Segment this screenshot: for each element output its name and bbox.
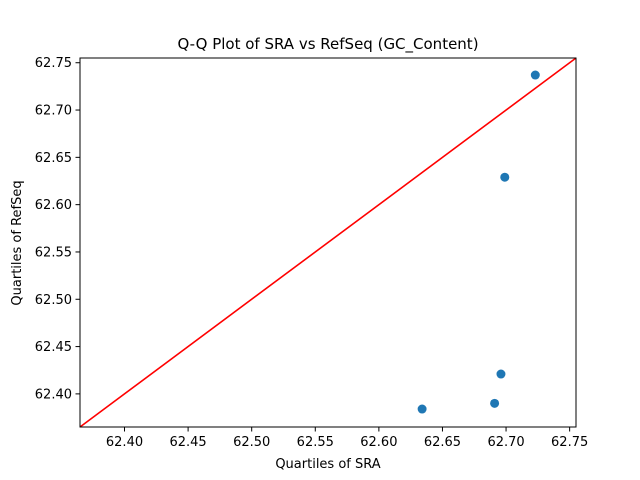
plot-frame <box>79 57 577 428</box>
data-point <box>496 369 506 379</box>
x-tick-label: 62.55 <box>297 435 334 450</box>
y-axis: 62.40 62.45 62.50 62.55 62.60 62.65 62.70 62.75 <box>35 56 80 402</box>
y-tick-label: 62.75 <box>35 56 72 71</box>
x-tick-label: 62.40 <box>106 435 143 450</box>
y-tick-label: 62.60 <box>35 198 72 213</box>
data-point <box>500 172 510 182</box>
x-tick-label: 62.70 <box>487 435 524 450</box>
data-point <box>417 404 427 414</box>
y-tick-label: 62.65 <box>35 151 72 166</box>
data-point <box>490 398 500 408</box>
reference-line <box>79 57 577 428</box>
data-points-layer <box>417 70 540 414</box>
x-tick-label: 62.50 <box>233 435 270 450</box>
x-tick-label: 62.75 <box>551 435 588 450</box>
x-tick-label: 62.45 <box>169 435 206 450</box>
x-tick-label: 62.65 <box>424 435 461 450</box>
y-axis-label: Quartiles of RefSeq <box>10 180 25 305</box>
data-point <box>530 70 540 80</box>
y-tick-label: 62.50 <box>35 293 72 308</box>
y-tick-label: 62.45 <box>35 340 72 355</box>
x-axis-label: Quartiles of SRA <box>275 457 380 472</box>
x-tick-label: 62.60 <box>360 435 397 450</box>
reference-line-layer <box>79 57 577 428</box>
x-axis: 62.40 62.45 62.50 62.55 62.60 62.65 62.70 62.75 <box>106 427 588 450</box>
y-tick-label: 62.70 <box>35 104 72 119</box>
y-tick-label: 62.55 <box>35 245 72 260</box>
y-tick-label: 62.40 <box>35 387 72 402</box>
chart-title: Q-Q Plot of SRA vs RefSeq (GC_Content) <box>177 35 478 54</box>
